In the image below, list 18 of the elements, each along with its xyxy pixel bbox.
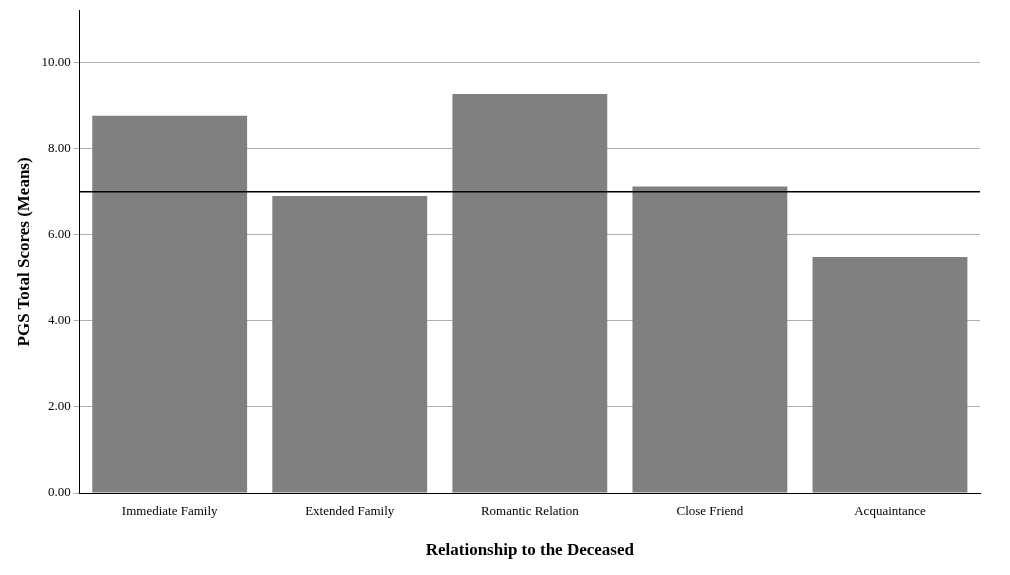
x-tick-label: Romantic Relation bbox=[480, 503, 580, 519]
x-tick-label: Acquaintance bbox=[854, 503, 926, 519]
bar bbox=[632, 186, 788, 493]
x-axis-title: Relationship to the Deceased bbox=[425, 540, 635, 560]
bar bbox=[812, 257, 968, 493]
y-tick-label: 2.00 bbox=[47, 398, 71, 414]
bar bbox=[92, 115, 248, 493]
y-tick-label: 6.00 bbox=[47, 226, 71, 242]
x-tick-label: Immediate Family bbox=[121, 503, 219, 519]
y-tick-label: 8.00 bbox=[47, 139, 71, 155]
bar bbox=[272, 195, 428, 493]
bar bbox=[452, 93, 608, 493]
y-axis-title: PGS Total Scores (Means) bbox=[13, 157, 33, 347]
y-tick-label: 10.00 bbox=[41, 53, 71, 69]
y-tick-label: 0.00 bbox=[47, 484, 71, 500]
x-tick-label: Close Friend bbox=[676, 503, 744, 519]
y-tick-label: 4.00 bbox=[47, 312, 71, 328]
x-tick-label: Extended Family bbox=[305, 503, 395, 519]
